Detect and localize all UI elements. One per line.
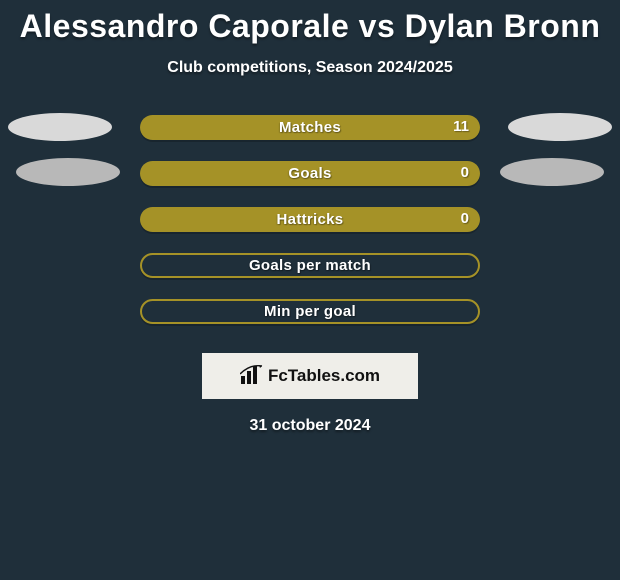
brand-text: FcTables.com: [268, 366, 380, 386]
stats-rows: 11 Matches 11 0 Goals 0 0 Hattricks 0 Go…: [0, 115, 620, 345]
stat-row-goals: 0 Goals 0: [0, 161, 620, 207]
avatar-oval-left: [16, 158, 120, 186]
date-text: 31 october 2024: [0, 417, 620, 435]
bars-icon: [240, 364, 264, 389]
stat-value-right: 11: [453, 118, 469, 135]
brand-box: FcTables.com: [202, 353, 418, 399]
page-title: Alessandro Caporale vs Dylan Bronn: [0, 0, 620, 45]
avatar-oval-right: [508, 113, 612, 141]
stat-row-hattricks: 0 Hattricks 0: [0, 207, 620, 253]
stat-label: Goals: [288, 165, 331, 182]
stat-bar: Matches: [140, 115, 480, 140]
stat-label: Matches: [279, 119, 341, 136]
stat-label: Goals per match: [249, 257, 371, 274]
stat-bar: Goals per match: [140, 253, 480, 278]
stat-bar: Hattricks: [140, 207, 480, 232]
stat-row-matches: 11 Matches 11: [0, 115, 620, 161]
subtitle: Club competitions, Season 2024/2025: [0, 59, 620, 77]
avatar-oval-right: [500, 158, 604, 186]
stat-bar: Min per goal: [140, 299, 480, 324]
stat-value-right: 0: [461, 164, 469, 181]
stat-row-goals-per-match: Goals per match: [0, 253, 620, 299]
stat-label: Min per goal: [264, 303, 356, 320]
stat-row-min-per-goal: Min per goal: [0, 299, 620, 345]
stat-value-right: 0: [461, 210, 469, 227]
avatar-oval-left: [8, 113, 112, 141]
stat-label: Hattricks: [277, 211, 344, 228]
stat-bar: Goals: [140, 161, 480, 186]
